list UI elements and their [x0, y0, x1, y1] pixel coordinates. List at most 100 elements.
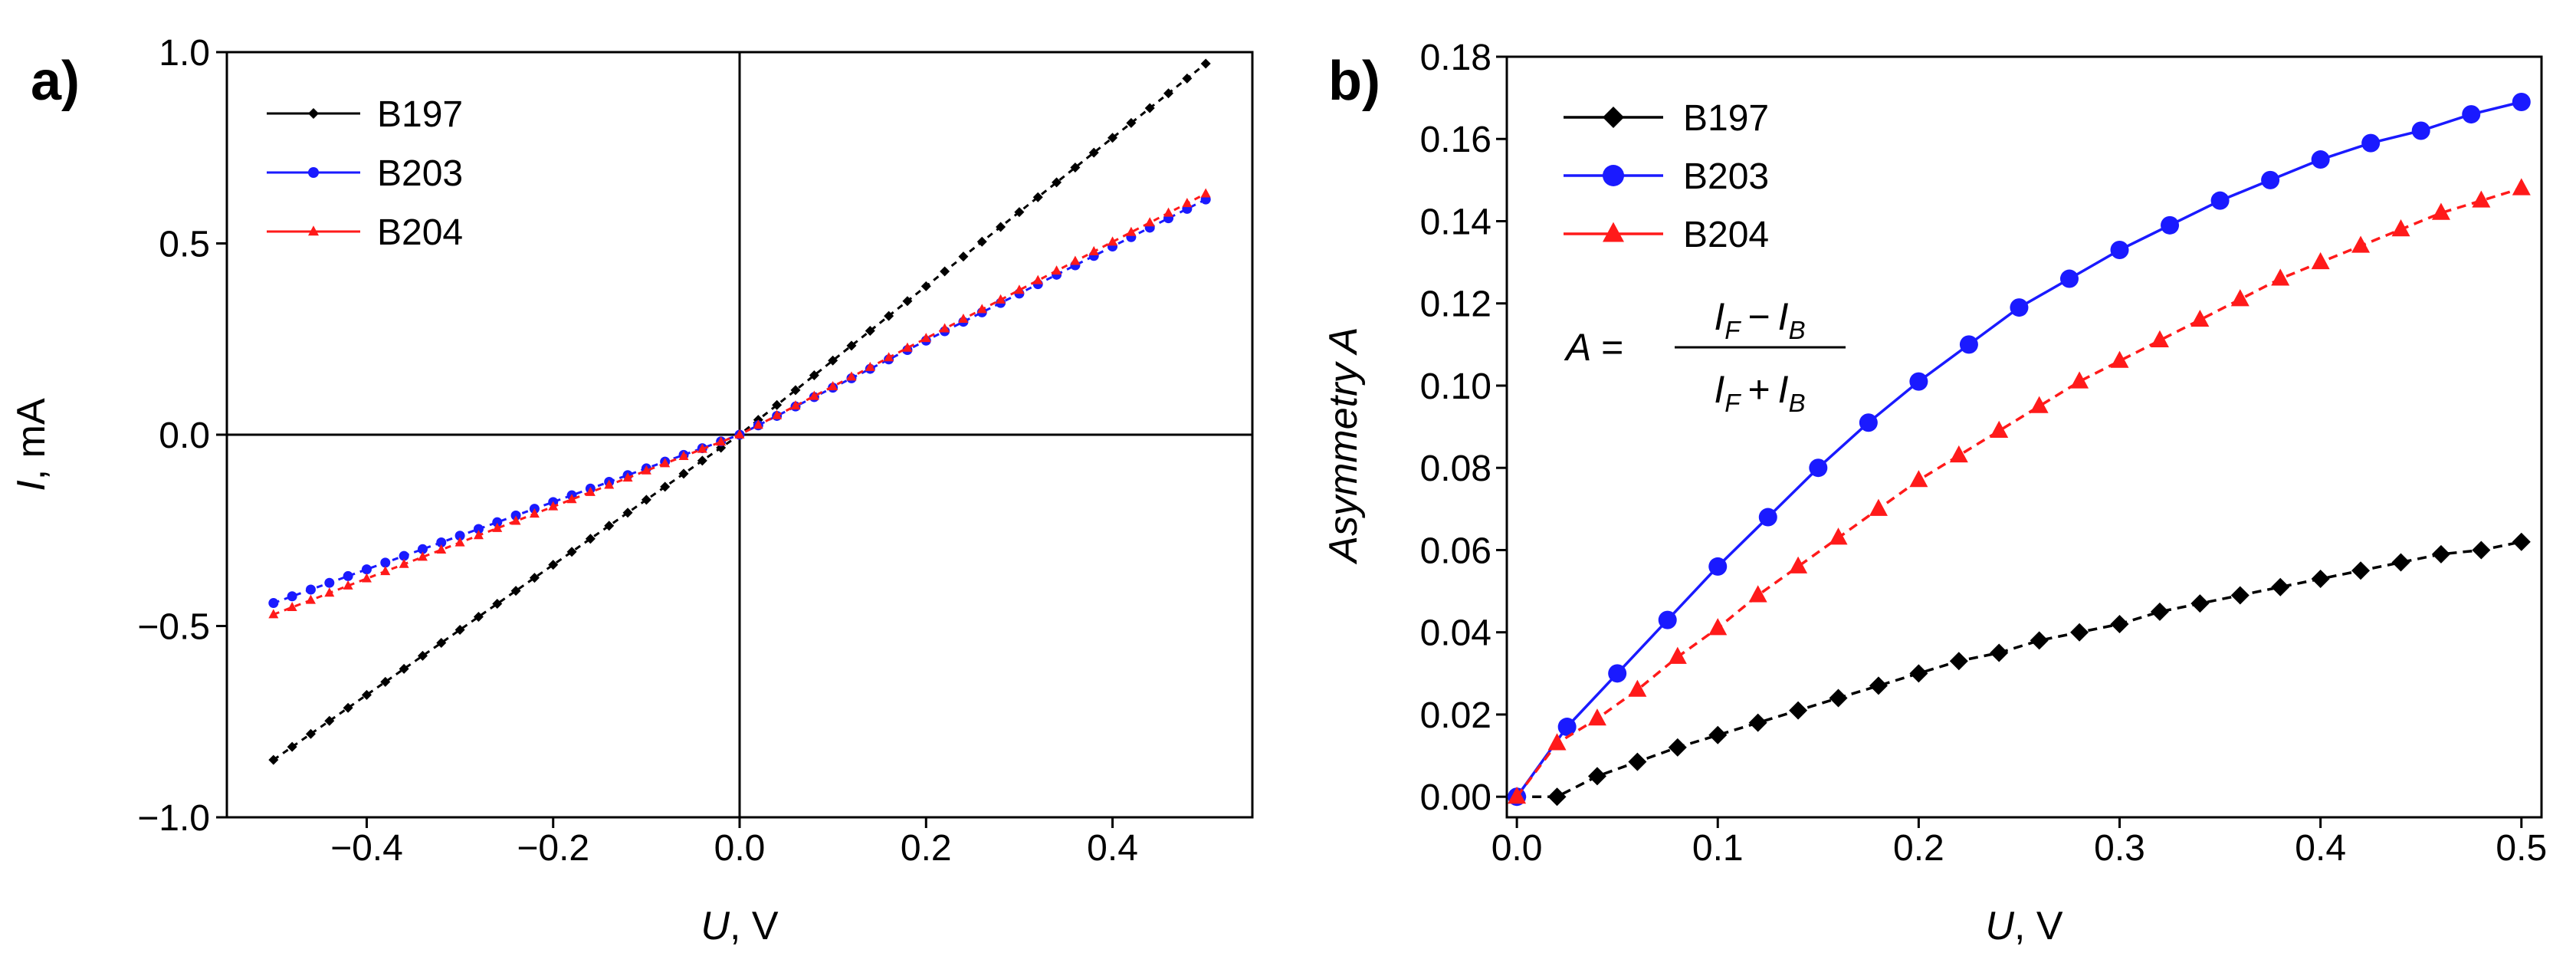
data-point	[1508, 786, 1527, 804]
data-point	[1668, 738, 1687, 757]
data-point	[1547, 787, 1567, 807]
data-point	[2261, 170, 2280, 189]
data-point	[1628, 752, 1647, 771]
data-point	[399, 558, 409, 568]
data-point	[1708, 725, 1728, 744]
data-point	[268, 609, 279, 619]
legend-label: B204	[377, 212, 463, 253]
data-point	[996, 222, 1006, 232]
chart-panel-b: 0.0 0.1 0.2 0.3 0.4 0.5 0.00 0.02 0.04 0.06 0.08 0.…	[1321, 38, 2547, 948]
data-point	[1829, 527, 1848, 545]
data-point	[697, 443, 707, 453]
data-point	[1014, 207, 1025, 218]
data-point	[380, 557, 391, 568]
y-axis-title-unit: , mA	[9, 398, 54, 480]
data-point	[585, 486, 596, 496]
data-point	[2431, 202, 2450, 220]
data-point	[1587, 767, 1606, 786]
x-axis-title-unit: , V	[2014, 904, 2063, 948]
data-point	[1032, 192, 1043, 202]
series-B204	[268, 188, 1211, 619]
data-point	[716, 436, 727, 446]
data-point	[2391, 219, 2410, 237]
formula-sub: F	[1724, 316, 1741, 344]
data-point	[1949, 652, 1968, 671]
data-point	[976, 304, 987, 314]
y-tick-label: 0.12	[1420, 284, 1491, 325]
data-point	[1088, 245, 1099, 255]
y-tick-label: 0.14	[1420, 202, 1491, 242]
y-tick-label: 0.06	[1420, 531, 1491, 571]
data-point	[1708, 618, 1728, 636]
x-tick-label: 0.0	[1491, 828, 1543, 869]
data-point	[2411, 121, 2430, 140]
x-tick-label: −0.4	[330, 828, 403, 869]
formula-var: I	[1714, 368, 1724, 411]
data-point	[436, 537, 447, 548]
data-point	[2271, 268, 2290, 286]
formula-numerator: IF − IB	[1714, 295, 1805, 344]
data-point	[1088, 147, 1099, 158]
data-point	[2311, 150, 2330, 169]
data-point	[361, 689, 372, 700]
y-tick-label: −0.5	[137, 607, 210, 648]
data-point	[865, 361, 875, 371]
x-tick-label: 0.4	[2295, 828, 2346, 869]
x-tick-label: −0.2	[517, 828, 589, 869]
y-tick-label: 1.0	[159, 33, 210, 74]
data-point	[1829, 688, 1848, 708]
data-point	[268, 754, 279, 765]
legend-marker	[308, 225, 319, 236]
data-point	[324, 715, 335, 726]
legend-marker	[1603, 165, 1624, 186]
y-axis-title: I, mA	[9, 398, 54, 491]
data-point	[2150, 330, 2169, 347]
data-point	[2351, 235, 2371, 253]
data-point	[1200, 58, 1211, 69]
data-point	[2161, 215, 2180, 235]
data-point	[1668, 646, 1687, 664]
formula-op: +	[1747, 368, 1770, 411]
data-point	[828, 380, 838, 391]
data-point	[492, 517, 503, 527]
data-point	[772, 409, 783, 419]
series-line	[1515, 100, 2522, 798]
x-tick-label: 0.0	[714, 828, 766, 869]
data-point	[1990, 643, 2009, 662]
y-tick-label: 0.16	[1420, 120, 1491, 160]
data-point	[510, 586, 521, 596]
data-point	[958, 251, 969, 262]
x-axis-title: U, V	[1985, 904, 2062, 948]
series-line	[1515, 186, 2522, 798]
data-point	[809, 390, 819, 400]
data-point	[287, 741, 297, 752]
data-point	[902, 342, 913, 352]
x-axis-title-var: U	[1985, 904, 2014, 948]
data-point	[2512, 92, 2531, 111]
data-point	[2070, 623, 2089, 642]
data-point	[734, 429, 745, 439]
data-point	[473, 612, 484, 623]
data-point	[1628, 679, 1647, 697]
data-point	[1748, 713, 1767, 732]
data-point	[399, 663, 409, 674]
series-B203	[1508, 92, 2531, 807]
data-point	[343, 702, 353, 713]
data-point	[324, 587, 335, 597]
data-point	[2150, 602, 2169, 621]
data-point	[660, 481, 671, 492]
data-point	[1959, 335, 1978, 354]
data-point	[2472, 541, 2491, 560]
legend-label: B203	[377, 153, 463, 194]
data-point	[846, 340, 857, 351]
data-point	[790, 385, 801, 396]
data-point	[2512, 178, 2531, 196]
data-point	[566, 547, 577, 557]
y-tick-label: 0.10	[1420, 366, 1491, 407]
data-point	[2190, 594, 2210, 613]
data-point	[809, 370, 819, 381]
data-point	[828, 355, 838, 366]
data-point	[510, 510, 521, 521]
data-point	[940, 323, 950, 333]
